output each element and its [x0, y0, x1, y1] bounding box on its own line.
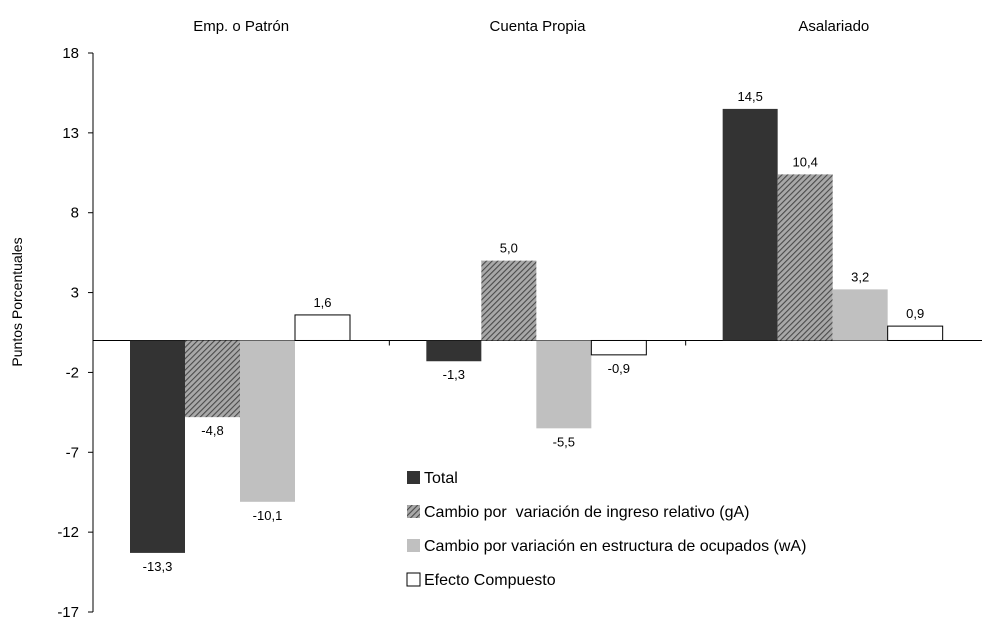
- bar: [481, 260, 537, 341]
- data-labels: -13,3 -4,8 -10,1 1,6 -1,3 5,0 -5,5 -0,9 14,5 10,4…: [143, 89, 925, 574]
- y-tick-label: -17: [57, 604, 79, 618]
- category-label: Emp. o Patrón: [193, 18, 289, 35]
- data-label: 5,0: [500, 241, 518, 256]
- y-tick-label: 13: [62, 125, 79, 142]
- y-axis-title: Puntos Porcentuales: [9, 237, 25, 366]
- bar: [130, 340, 185, 553]
- bar: [240, 340, 295, 502]
- bar: [777, 174, 833, 341]
- data-label: -13,3: [143, 559, 173, 574]
- data-label: -4,8: [201, 423, 223, 438]
- data-label: 10,4: [793, 154, 818, 169]
- y-tick-label: 18: [62, 45, 79, 62]
- bar: [590, 339, 647, 356]
- data-label: 14,5: [738, 89, 763, 104]
- bar: [887, 325, 944, 341]
- legend-swatch: [407, 539, 420, 552]
- data-label: -5,5: [553, 434, 575, 449]
- data-label: 3,2: [851, 269, 869, 284]
- legend-swatch: [407, 471, 420, 484]
- legend: Total Cambio por variación de ingreso rel…: [406, 470, 806, 589]
- legend-label: Cambio por variación en estructura de oc…: [424, 538, 806, 555]
- data-label: 0,9: [906, 306, 924, 321]
- category-labels: Emp. o Patrón Cuenta Propia Asalariado: [193, 18, 869, 35]
- category-label: Cuenta Propia: [490, 18, 587, 35]
- bar: [185, 340, 240, 418]
- legend-swatch: [407, 505, 420, 518]
- bar: [832, 289, 888, 341]
- legend-swatch: [406, 572, 421, 587]
- category-label: Asalariado: [798, 18, 869, 35]
- legend-label: Cambio por variación de ingreso relativo…: [424, 504, 749, 521]
- legend-label: Efecto Compuesto: [424, 572, 556, 589]
- y-tick-label: -12: [57, 524, 79, 541]
- data-label: -10,1: [253, 508, 283, 523]
- bar: [294, 314, 351, 341]
- bar: [426, 340, 482, 362]
- y-tick-label: 3: [71, 285, 79, 302]
- y-tick-label: -7: [66, 444, 79, 461]
- data-label: -0,9: [608, 361, 630, 376]
- bar: [722, 108, 778, 341]
- data-label: -1,3: [443, 367, 465, 382]
- y-tick-label: -2: [66, 364, 79, 381]
- bar: [536, 340, 592, 429]
- legend-label: Total: [424, 470, 458, 487]
- data-label: 1,6: [313, 295, 331, 310]
- bars: [130, 108, 944, 553]
- y-tick-label: 8: [71, 205, 79, 222]
